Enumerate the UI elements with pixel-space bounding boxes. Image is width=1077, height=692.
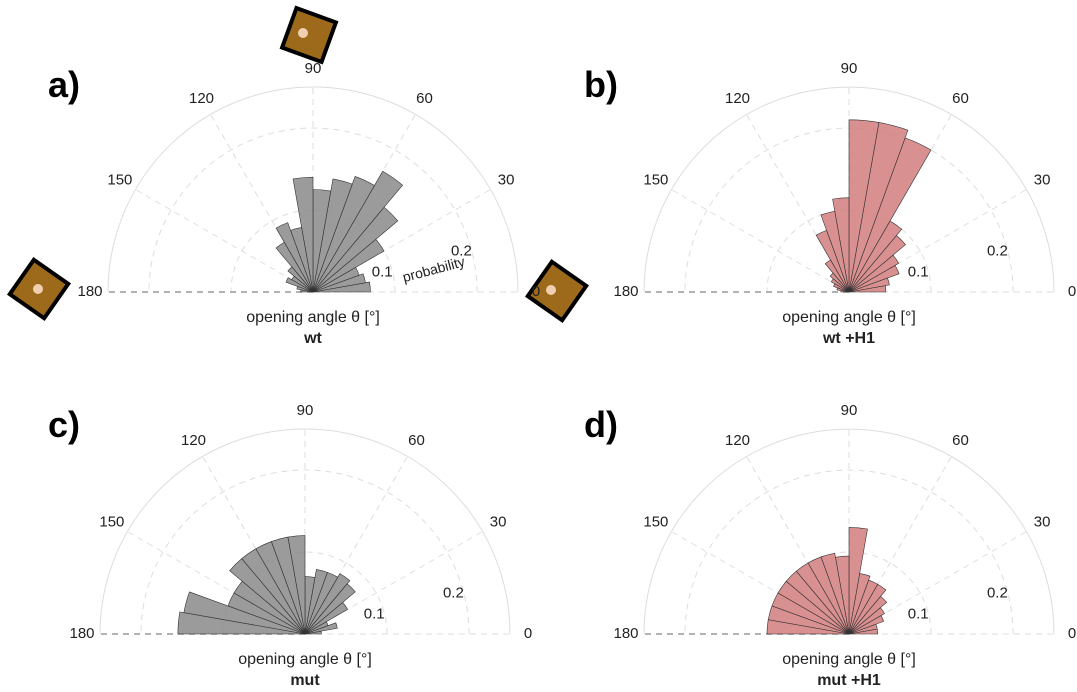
theta-tick-label: 60	[416, 90, 433, 107]
theta-tick-label: 60	[952, 90, 969, 107]
thumbnail	[282, 8, 336, 62]
theta-tick-label: 120	[189, 90, 214, 107]
theta-tick-label: 120	[725, 432, 750, 449]
panel-label: c)	[48, 404, 80, 445]
axis-label: opening angle θ [°]	[782, 651, 916, 668]
r-tick-label: 0.1	[364, 606, 385, 623]
theta-tick-label: 180	[77, 283, 102, 300]
theta-tick-label: 90	[841, 402, 858, 419]
theta-tick-label: 150	[643, 513, 668, 530]
r-tick-label: 0.1	[372, 264, 393, 281]
r-tick-label: 0.1	[908, 264, 929, 281]
axis-label: opening angle θ [°]	[238, 651, 372, 668]
theta-tick-label: 120	[181, 432, 206, 449]
theta-tick-label: 150	[643, 171, 668, 188]
panel-label: b)	[584, 64, 618, 105]
r-tick-label: 0.2	[987, 243, 1008, 260]
theta-tick-label: 30	[1034, 171, 1051, 188]
panel-title: mut +H1	[817, 672, 881, 687]
r-tick-label: 0.1	[908, 606, 929, 623]
theta-tick-label: 30	[498, 171, 515, 188]
theta-tick-label: 0	[524, 625, 532, 642]
panel-title: mut	[290, 672, 320, 687]
r-tick-label: 0.2	[443, 585, 464, 602]
theta-tick-label: 60	[952, 432, 969, 449]
theta-tick-label: 0	[532, 283, 540, 300]
panel-label: a)	[48, 64, 80, 105]
theta-tick-label: 60	[408, 432, 425, 449]
theta-tick-label: 0	[1068, 283, 1076, 300]
axis-label: opening angle θ [°]	[782, 309, 916, 326]
theta-tick-label: 180	[613, 625, 638, 642]
thumbnail	[10, 260, 68, 318]
theta-tick-label: 30	[1034, 513, 1051, 530]
theta-tick-label: 180	[613, 283, 638, 300]
theta-tick-label: 150	[99, 513, 124, 530]
r-axis-label: probability	[401, 253, 467, 285]
theta-tick-label: 150	[107, 171, 132, 188]
axis-label: opening angle θ [°]	[246, 309, 380, 326]
theta-tick-label: 90	[305, 60, 322, 77]
theta-tick-label: 90	[841, 60, 858, 77]
panel-title: wt	[303, 330, 322, 347]
r-tick-label: 0.2	[987, 585, 1008, 602]
panel-title: wt +H1	[822, 330, 875, 347]
panel-label: d)	[584, 404, 618, 445]
theta-tick-label: 120	[725, 90, 750, 107]
figure: 0.1 0.2 0 30 60 90 120 150 180 probability opening…	[0, 0, 1077, 687]
theta-tick-label: 90	[297, 402, 314, 419]
theta-tick-label: 0	[1068, 625, 1076, 642]
theta-tick-label: 180	[69, 625, 94, 642]
theta-tick-label: 30	[490, 513, 507, 530]
